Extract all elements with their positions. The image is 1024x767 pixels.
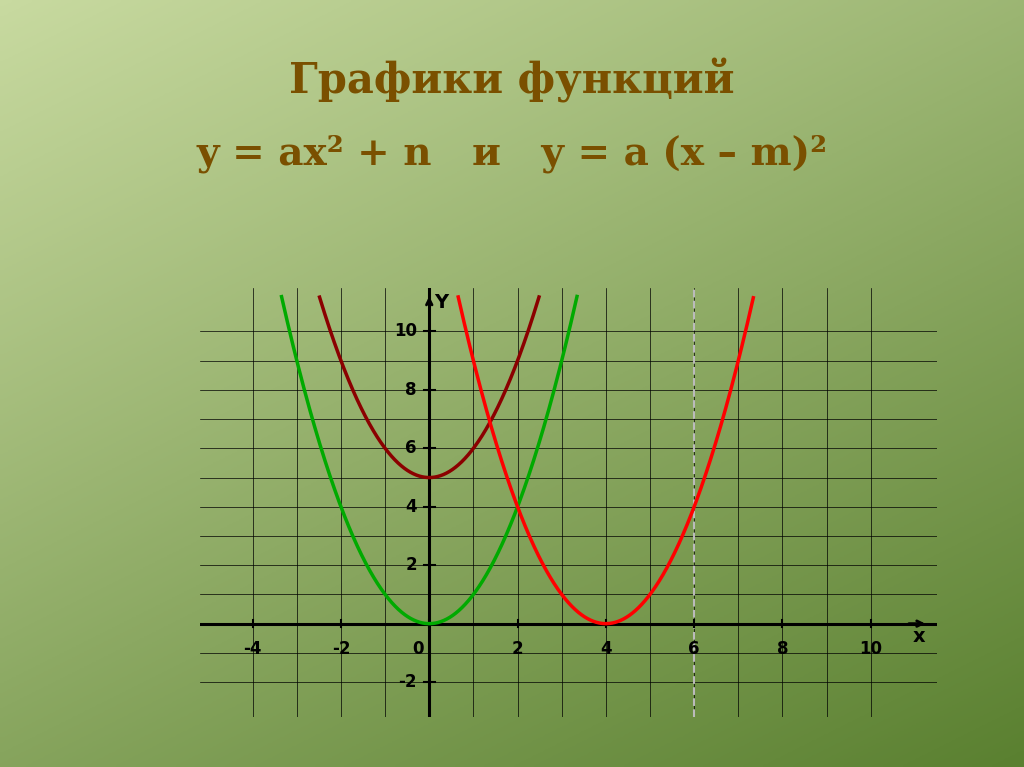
Text: 6: 6	[406, 439, 417, 457]
Text: Y: Y	[434, 293, 449, 311]
Text: 4: 4	[600, 640, 611, 658]
Text: 8: 8	[406, 381, 417, 399]
Text: 4: 4	[406, 498, 417, 515]
Text: 10: 10	[859, 640, 883, 658]
Text: 2: 2	[406, 556, 417, 574]
Text: 10: 10	[394, 322, 417, 341]
Text: y = ax² + n   и   y = a (x – m)²: y = ax² + n и y = a (x – m)²	[197, 134, 827, 173]
Text: Графики функций: Графики функций	[289, 58, 735, 103]
Text: 2: 2	[512, 640, 523, 658]
Text: x: x	[913, 627, 926, 647]
Text: -2: -2	[332, 640, 350, 658]
Text: 8: 8	[776, 640, 788, 658]
Text: -4: -4	[244, 640, 262, 658]
Text: -2: -2	[398, 673, 417, 691]
Text: 0: 0	[413, 640, 424, 658]
Text: 6: 6	[688, 640, 699, 658]
